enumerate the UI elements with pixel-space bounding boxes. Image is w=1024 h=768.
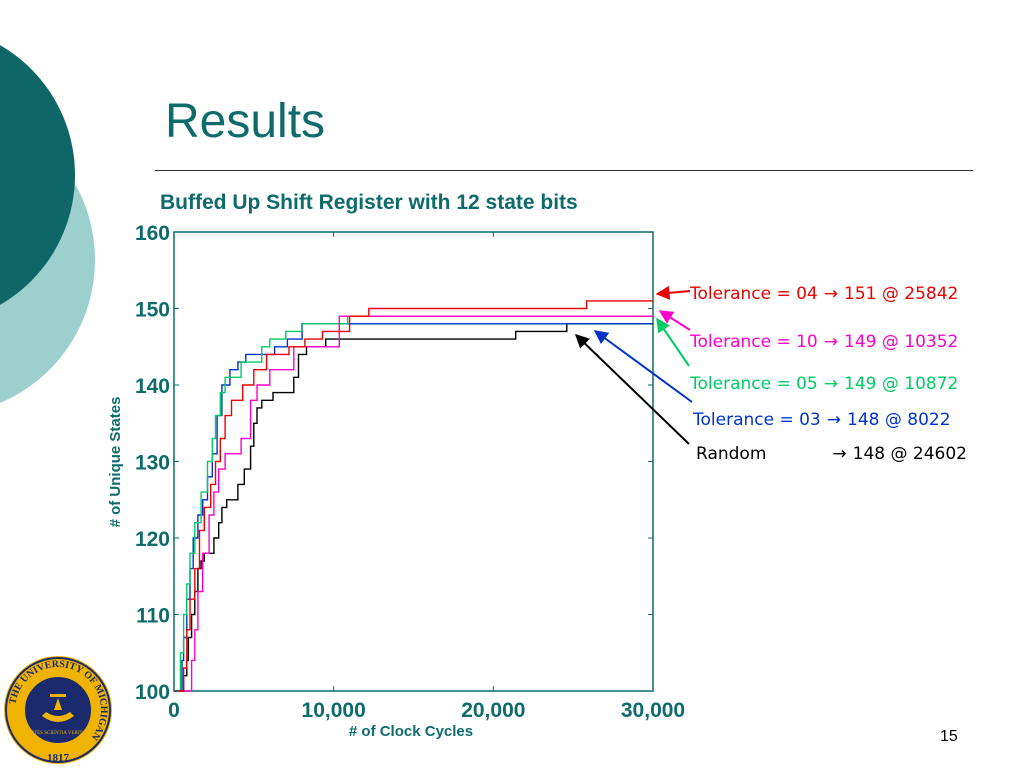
seal-year: 1817 [47,752,70,764]
series-line-tolerance-05 [174,315,653,692]
legend-result: 148 @ 8022 [847,410,951,430]
y-axis-label: # of Unique States [107,397,124,528]
legend-label: Tolerance = 04 [690,284,818,304]
decorative-circles [0,45,95,403]
x-axis-label: # of Clock Cycles [349,723,473,740]
legend-entry: Tolerance = 03 → 148 @ 8022 [693,410,951,430]
legend-entry: Tolerance = 10 → 149 @ 10352 [690,332,958,352]
legend-label: Tolerance = 03 [693,410,821,430]
arrow-right-icon: → [823,284,838,304]
arrow-right-icon: → [832,444,847,464]
title-divider [155,170,973,171]
x-tick-label: 10,000 [302,699,366,722]
legend-entry: Random → 148 @ 24602 [696,444,967,464]
legend-label: Random [696,444,767,464]
legend-entry: Tolerance = 05 → 149 @ 10872 [690,374,958,394]
y-tick-label: 160 [135,222,170,245]
y-tick-label: 110 [136,605,170,628]
seal-lamp-icon [42,712,74,722]
page-number: 15 [940,728,958,745]
series-line-random [174,323,653,692]
x-tick-label: 20,000 [461,699,525,722]
callout-arrow [593,330,693,403]
callout-arrow [574,334,690,445]
callout-arrow [655,285,691,300]
arrow-right-icon: → [823,332,838,352]
seal-motto: ARTES SCIENTIA VERITAS [27,731,88,736]
y-tick-label: 120 [135,528,170,551]
arrow-right-icon: → [826,410,841,430]
legend-result: 149 @ 10352 [844,332,959,352]
dark-teal-circle [0,45,75,305]
callout-arrow [658,310,691,331]
legend-result: 149 @ 10872 [844,374,959,394]
university-seal: THE UNIVERSITY OF MICHIGAN ARTES SCIENTI… [4,656,112,764]
x-tick-label: 30,000 [621,699,685,722]
series-line-tolerance-10 [174,315,653,692]
legend-result: 151 @ 25842 [844,284,959,304]
series-line-tolerance-03 [174,323,653,692]
legend-result: 148 @ 24602 [852,444,967,464]
slide-title: Results [165,95,326,148]
legend-label: Tolerance = 10 [690,332,818,352]
y-tick-label: 100 [135,681,170,704]
y-tick-label: 140 [135,375,170,398]
arrow-right-icon: → [823,374,838,394]
series-line-tolerance-04 [174,300,653,692]
plot-area [173,231,654,692]
y-tick-label: 150 [135,299,170,322]
callout-arrow [656,317,690,367]
chart-title: Buffed Up Shift Register with 12 state b… [160,191,578,214]
y-tick-label: 130 [135,452,170,475]
x-tick-label: 0 [168,699,180,722]
legend-label: Tolerance = 05 [690,374,818,394]
legend-entry: Tolerance = 04 → 151 @ 25842 [690,284,958,304]
